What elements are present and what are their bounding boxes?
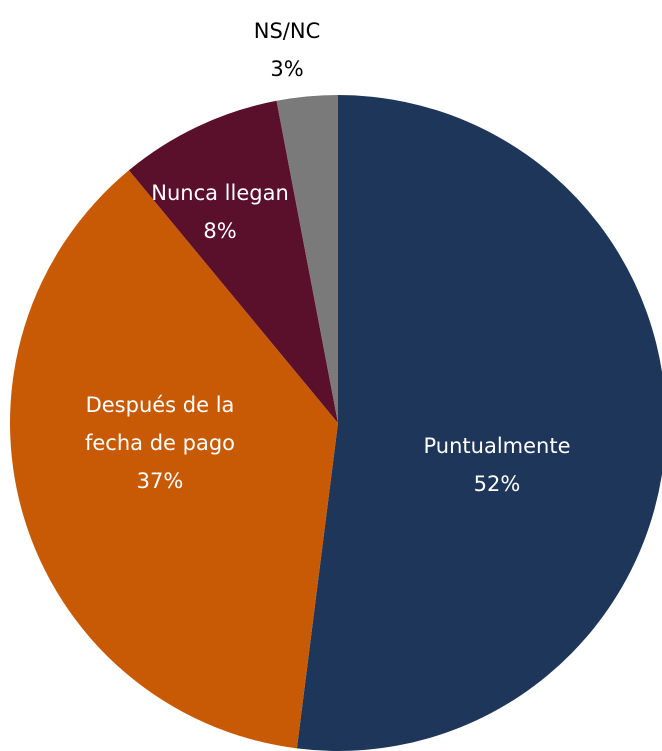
value-label: 3%	[270, 57, 304, 81]
pie-slice	[128, 100, 338, 423]
category-label: Nunca llegan	[151, 181, 289, 205]
slice-label: NS/NC 3%	[227, 12, 347, 88]
category-label: NS/NC	[253, 19, 321, 43]
category-label: Puntualmente	[423, 434, 571, 458]
value-label: 37%	[136, 469, 184, 493]
category-label: Después de la fecha de pago	[84, 393, 235, 455]
slice-label: Nunca llegan 8%	[125, 174, 315, 250]
pie-slice	[10, 170, 338, 749]
value-label: 52%	[473, 472, 521, 496]
pie-slice	[276, 95, 338, 423]
slice-label: Después de la fecha de pago 37%	[75, 386, 245, 500]
pie-slice	[296, 95, 662, 751]
value-label: 8%	[203, 219, 237, 243]
slice-label: Puntualmente 52%	[387, 427, 607, 503]
